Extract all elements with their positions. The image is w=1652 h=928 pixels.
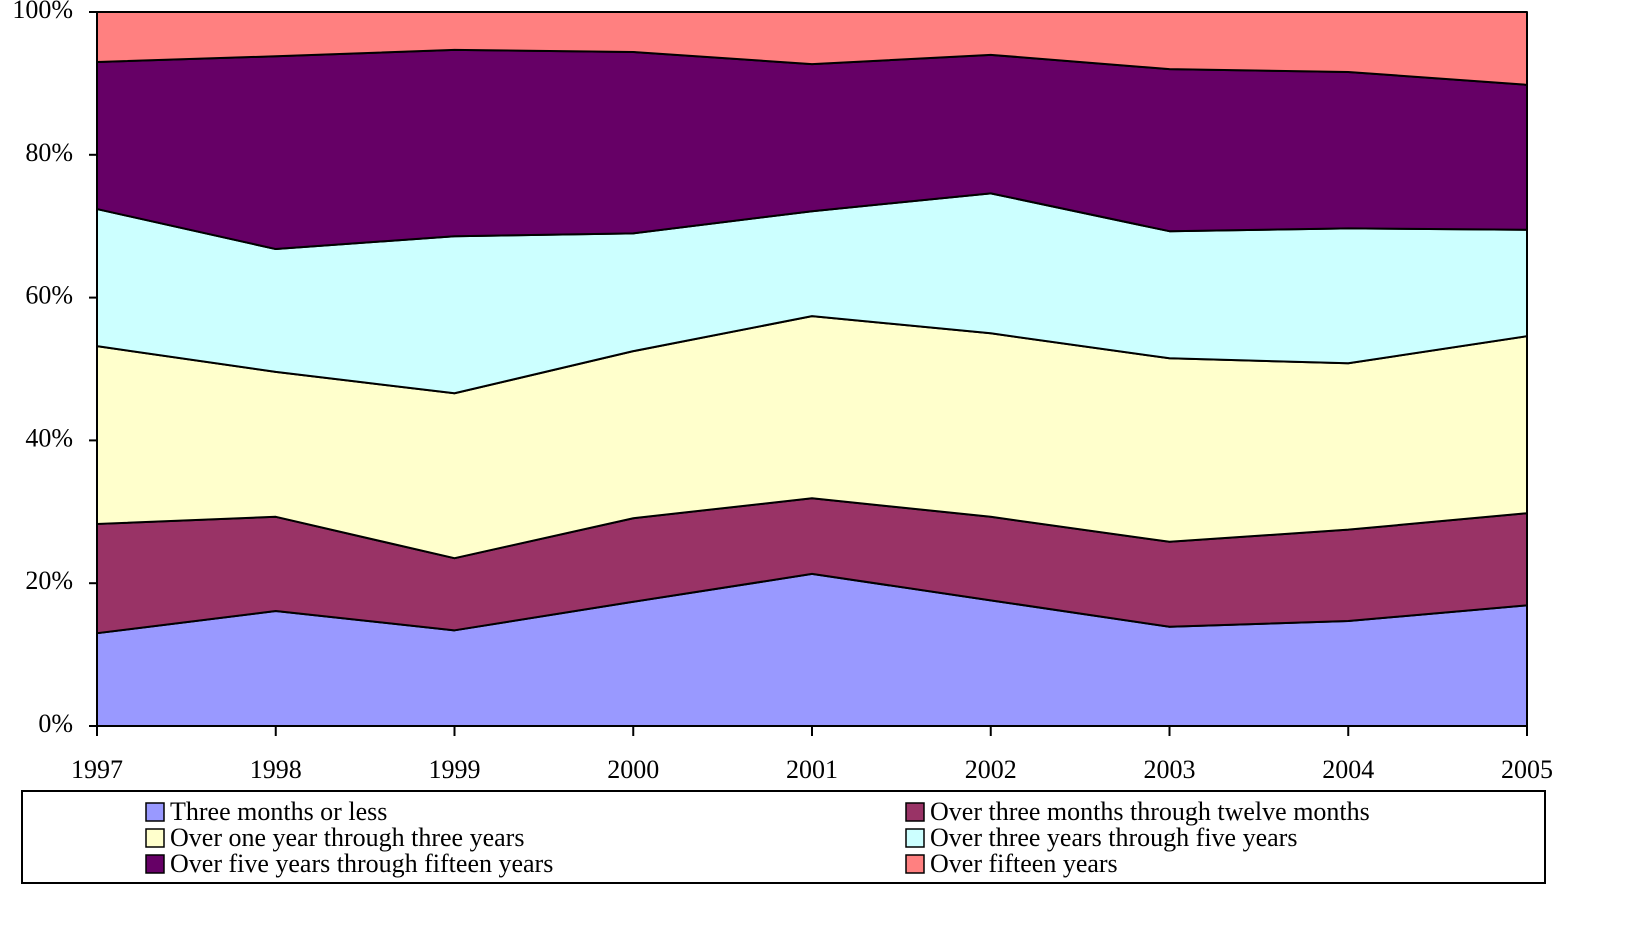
legend-swatch xyxy=(145,828,165,848)
x-tick-label: 2003 xyxy=(1144,755,1196,784)
y-tick-label: 40% xyxy=(25,423,73,452)
y-tick-label: 60% xyxy=(25,281,73,310)
x-tick-label: 2002 xyxy=(965,755,1017,784)
x-tick-label: 2000 xyxy=(607,755,659,784)
legend-swatch xyxy=(905,854,925,874)
legend-label: Over one year through three years xyxy=(170,823,524,852)
legend-swatch xyxy=(905,802,925,822)
legend-swatch xyxy=(145,802,165,822)
x-tick-label: 1997 xyxy=(71,755,123,784)
x-tick-label: 1999 xyxy=(429,755,481,784)
y-tick-label: 20% xyxy=(25,566,73,595)
x-tick-label: 2005 xyxy=(1501,755,1553,784)
y-tick-label: 80% xyxy=(25,138,73,167)
y-tick-label: 100% xyxy=(12,0,73,24)
legend-label: Over three years through five years xyxy=(930,823,1297,852)
legend-box xyxy=(21,790,1546,884)
x-tick-label: 2001 xyxy=(786,755,838,784)
y-tick-label: 0% xyxy=(38,709,73,738)
legend-label: Three months or less xyxy=(170,797,387,826)
legend-label: Over five years through fifteen years xyxy=(170,849,553,878)
legend-swatch xyxy=(145,854,165,874)
legend-label: Over three months through twelve months xyxy=(930,797,1370,826)
legend-label: Over fifteen years xyxy=(930,849,1118,878)
x-tick-label: 2004 xyxy=(1322,755,1374,784)
x-tick-label: 1998 xyxy=(250,755,302,784)
legend-swatch xyxy=(905,828,925,848)
area xyxy=(96,11,1528,86)
